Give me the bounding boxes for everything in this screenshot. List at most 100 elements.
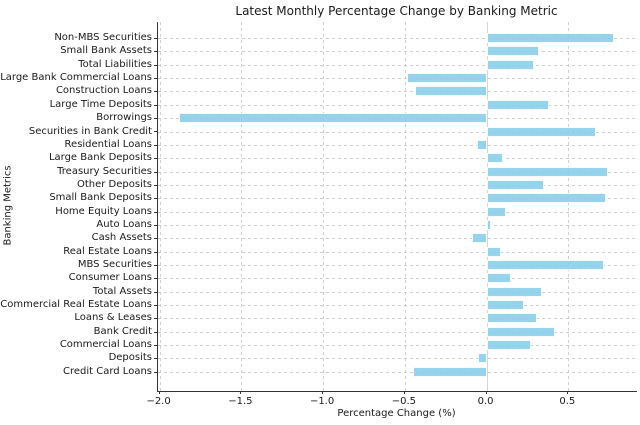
x-tick bbox=[567, 391, 569, 394]
category-label-home-equity-loans: Home Equity Loans bbox=[55, 205, 152, 217]
bar-large-bank-deposits bbox=[486, 153, 503, 164]
y-tick bbox=[154, 264, 157, 266]
y-gridline bbox=[158, 345, 637, 347]
category-label-large-time-deposits: Large Time Deposits bbox=[49, 98, 152, 110]
y-gridline bbox=[158, 104, 637, 106]
y-gridline bbox=[158, 224, 637, 226]
plot-area bbox=[157, 22, 637, 392]
y-tick bbox=[154, 278, 157, 280]
x-axis-label: Percentage Change (%) bbox=[337, 408, 456, 419]
y-tick bbox=[154, 305, 157, 306]
x-tick bbox=[240, 391, 242, 394]
x-tick bbox=[403, 391, 405, 394]
bar-mbs-securities bbox=[486, 259, 605, 270]
category-label-securities-in-bank-credit: Securities in Bank Credit bbox=[28, 125, 152, 137]
y-gridline bbox=[158, 291, 637, 293]
y-tick bbox=[154, 144, 157, 146]
y-gridline bbox=[158, 64, 637, 66]
category-label-treasury-securities: Treasury Securities bbox=[57, 165, 152, 177]
y-gridline bbox=[158, 171, 637, 173]
bar-large-bank-commercial-loans bbox=[406, 73, 487, 83]
y-tick bbox=[154, 171, 157, 173]
category-label-commercial-loans: Commercial Loans bbox=[59, 339, 152, 351]
y-gridline bbox=[158, 91, 637, 93]
y-gridline bbox=[158, 318, 637, 320]
y-tick bbox=[154, 224, 157, 226]
bar-real-estate-loans bbox=[486, 246, 502, 257]
bar-total-assets bbox=[486, 286, 543, 297]
y-tick bbox=[154, 238, 157, 240]
x-tick-label: −0.5 bbox=[391, 396, 417, 407]
x-tick-label: 0.5 bbox=[559, 396, 576, 407]
x-tick-label: −1.5 bbox=[228, 396, 253, 407]
y-tick bbox=[154, 211, 157, 213]
category-label-small-bank-deposits: Small Bank Deposits bbox=[49, 192, 152, 204]
category-label-construction-loans: Construction Loans bbox=[55, 85, 152, 97]
bar-large-time-deposits bbox=[486, 99, 549, 110]
bar-home-equity-loans bbox=[486, 206, 507, 217]
bar-construction-loans bbox=[414, 86, 487, 97]
y-gridline bbox=[158, 238, 637, 240]
y-tick bbox=[154, 358, 157, 360]
y-gridline bbox=[158, 278, 637, 280]
category-label-large-bank-deposits: Large Bank Deposits bbox=[48, 152, 152, 164]
y-tick bbox=[154, 158, 157, 160]
y-tick bbox=[154, 118, 157, 120]
category-label-commercial-real-estate-loans: Commercial Real Estate Loans bbox=[0, 299, 152, 310]
y-tick bbox=[154, 131, 157, 133]
bar-non-mbs-securities bbox=[486, 33, 615, 43]
x-gridline bbox=[159, 22, 161, 391]
y-tick bbox=[154, 38, 157, 39]
category-label-non-mbs-securities: Non-MBS Securities bbox=[54, 32, 152, 43]
x-tick bbox=[322, 391, 324, 394]
bar-consumer-loans bbox=[486, 273, 512, 284]
bar-residential-loans bbox=[476, 139, 487, 150]
bar-credit-card-loans bbox=[413, 366, 487, 377]
y-tick bbox=[154, 51, 157, 53]
bar-cash-assets bbox=[471, 233, 487, 244]
category-axis: Non-MBS Securities Small Bank Assets Total… bbox=[0, 22, 152, 391]
bar-other-deposits bbox=[486, 179, 544, 190]
x-gridline bbox=[241, 22, 243, 391]
category-label-auto-loans: Auto Loans bbox=[96, 218, 152, 230]
bar-auto-loans bbox=[486, 219, 492, 230]
x-tick bbox=[485, 391, 487, 394]
category-label-residential-loans: Residential Loans bbox=[64, 138, 152, 150]
y-gridline bbox=[158, 131, 637, 133]
y-tick bbox=[154, 78, 157, 79]
y-gridline bbox=[158, 198, 637, 200]
y-gridline bbox=[158, 184, 637, 186]
x-tick-label: 0.0 bbox=[477, 396, 494, 407]
y-tick bbox=[154, 91, 157, 93]
category-label-total-assets: Total Assets bbox=[92, 285, 152, 297]
category-label-cash-assets: Cash Assets bbox=[91, 232, 152, 244]
bar-securities-in-bank-credit bbox=[486, 126, 597, 137]
y-tick bbox=[154, 198, 157, 200]
bar-commercial-loans bbox=[486, 340, 531, 351]
chart-title: Latest Monthly Percentage Change by Bank… bbox=[235, 4, 558, 18]
category-label-consumer-loans: Consumer Loans bbox=[68, 272, 152, 284]
y-tick bbox=[154, 331, 157, 333]
bar-deposits bbox=[478, 353, 487, 364]
bar-bank-credit bbox=[486, 326, 556, 337]
category-label-loans-leases: Loans & Leases bbox=[74, 312, 152, 324]
x-gridline bbox=[323, 22, 325, 391]
y-gridline bbox=[158, 158, 637, 160]
bar-borrowings bbox=[179, 113, 487, 124]
bar-commercial-real-estate-loans bbox=[486, 300, 525, 310]
y-tick bbox=[154, 251, 157, 253]
y-gridline bbox=[158, 264, 637, 266]
category-label-large-bank-commercial-loans: Large Bank Commercial Loans bbox=[0, 72, 152, 83]
y-gridline bbox=[158, 305, 637, 306]
category-label-borrowings: Borrowings bbox=[96, 112, 152, 124]
y-gridline bbox=[158, 51, 637, 53]
y-gridline bbox=[158, 144, 637, 146]
category-label-credit-card-loans: Credit Card Loans bbox=[62, 365, 152, 377]
category-label-total-liabilities: Total Liabilities bbox=[78, 58, 152, 70]
bar-treasury-securities bbox=[486, 166, 608, 177]
category-label-bank-credit: Bank Credit bbox=[93, 325, 152, 337]
category-label-real-estate-loans: Real Estate Loans bbox=[63, 245, 152, 257]
y-tick bbox=[154, 345, 157, 347]
category-label-mbs-securities: MBS Securities bbox=[77, 258, 152, 270]
